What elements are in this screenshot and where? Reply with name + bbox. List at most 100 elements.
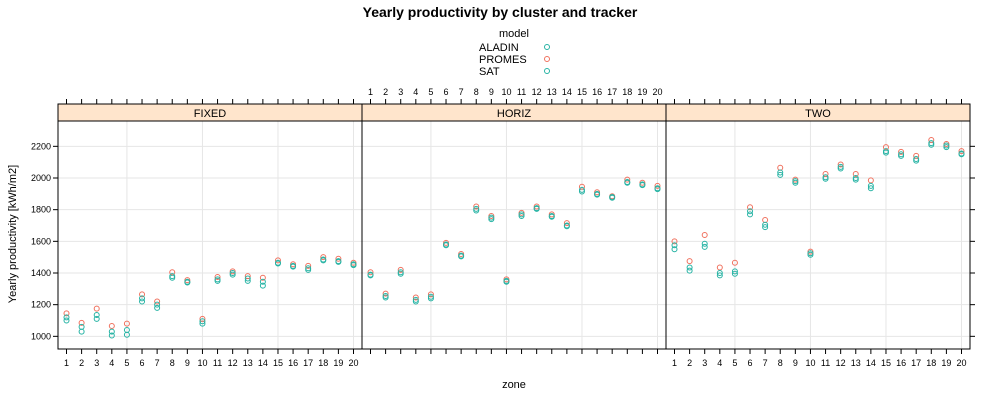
point-two-sat — [867, 182, 874, 189]
x-tick-label: 1 — [64, 358, 69, 368]
point-fixed-sat — [78, 323, 85, 330]
point-horiz-sat — [624, 178, 631, 185]
y-tick-label: 1000 — [31, 331, 51, 341]
x-tick-label: 9 — [489, 87, 494, 97]
x-tick-label: 19 — [637, 87, 647, 97]
point-horiz-promes — [427, 291, 434, 298]
chart-title: Yearly productivity by cluster and track… — [363, 4, 638, 20]
point-two-promes — [747, 204, 754, 211]
x-tick-label: 14 — [258, 358, 268, 368]
point-horiz-promes — [412, 294, 419, 301]
point-two-aladin — [747, 211, 754, 218]
x-tick-label: 3 — [398, 87, 403, 97]
x-tick-label: 20 — [652, 87, 662, 97]
point-horiz-sat — [488, 214, 495, 221]
x-tick-label: 15 — [881, 358, 891, 368]
strip-label-horiz: HORIZ — [497, 108, 532, 120]
strip-label-two: TWO — [805, 108, 831, 120]
point-fixed-sat — [108, 328, 115, 335]
legend-label-sat: SAT — [479, 66, 500, 78]
x-tick-label: 11 — [213, 358, 222, 368]
point-horiz-sat — [443, 241, 450, 248]
point-two-promes — [928, 137, 935, 143]
point-two-aladin — [716, 272, 723, 279]
point-two-aladin — [686, 267, 693, 274]
y-tick-label: 1200 — [31, 300, 51, 310]
point-two-sat — [731, 268, 738, 275]
x-tick-label: 12 — [228, 358, 238, 368]
point-horiz-sat — [578, 186, 585, 193]
point-two-aladin — [671, 246, 678, 253]
x-tick-label: 17 — [911, 358, 921, 368]
y-tick-label: 1800 — [31, 205, 51, 215]
point-horiz-promes — [473, 203, 480, 210]
point-horiz-sat — [458, 252, 465, 259]
point-fixed-sat — [274, 259, 281, 266]
point-horiz-sat — [654, 185, 661, 192]
point-two-promes — [958, 148, 965, 155]
x-tick-label: 13 — [243, 358, 253, 368]
point-horiz-sat — [473, 205, 480, 212]
point-two-promes — [913, 152, 920, 159]
x-tick-label: 16 — [288, 358, 298, 368]
panel-frame-fixed — [57, 120, 363, 350]
legend: model ALADIN PROMES SAT — [479, 28, 550, 78]
point-two-aladin — [867, 185, 874, 192]
point-fixed-sat — [320, 256, 327, 263]
point-fixed-promes — [154, 298, 161, 305]
x-tick-label: 16 — [896, 358, 906, 368]
point-horiz-sat — [382, 292, 389, 299]
x-tick-label: 15 — [273, 358, 283, 368]
point-two-promes — [716, 264, 723, 271]
x-tick-label: 9 — [185, 358, 190, 368]
point-fixed-sat — [244, 275, 251, 282]
point-fixed-aladin — [139, 298, 146, 305]
x-tick-label: 10 — [805, 358, 815, 368]
point-horiz-promes — [624, 176, 631, 183]
point-two-promes — [731, 259, 738, 266]
point-two-sat — [943, 142, 950, 149]
legend-marker-aladin — [544, 44, 550, 50]
panel-frame-two — [665, 120, 971, 350]
x-tick-label: 6 — [748, 358, 753, 368]
x-tick-label: 12 — [532, 87, 542, 97]
point-two-promes — [852, 171, 859, 178]
point-fixed-aladin — [93, 315, 100, 322]
x-tick-label: 7 — [155, 358, 160, 368]
x-tick-label: 2 — [687, 358, 692, 368]
point-two-sat — [671, 242, 678, 249]
x-tick-label: 19 — [941, 358, 951, 368]
x-axis-label: zone — [502, 379, 526, 391]
point-horiz-promes — [654, 182, 661, 189]
x-tick-label: 1 — [672, 358, 677, 368]
point-fixed-promes — [93, 305, 100, 312]
point-two-sat — [686, 264, 693, 271]
x-tick-label: 3 — [702, 358, 707, 368]
x-tick-label: 2 — [79, 358, 84, 368]
x-tick-label: 4 — [109, 358, 114, 368]
point-two-promes — [837, 161, 844, 168]
point-two-sat — [762, 221, 769, 228]
point-fixed-sat — [229, 270, 236, 276]
point-two-sat — [807, 250, 814, 257]
legend-label-promes: PROMES — [479, 54, 527, 66]
x-tick-label: 20 — [956, 358, 966, 368]
point-two-promes — [822, 171, 829, 178]
point-fixed-sat — [259, 278, 266, 285]
x-tick-label: 10 — [197, 358, 207, 368]
y-tick-label: 1600 — [31, 236, 51, 246]
x-tick-label: 17 — [303, 358, 313, 368]
point-two-promes — [686, 258, 693, 265]
point-fixed-sat — [305, 265, 312, 272]
x-tick-label: 12 — [836, 358, 846, 368]
point-two-aladin — [777, 171, 784, 178]
x-tick-label: 13 — [851, 358, 861, 368]
point-fixed-sat — [214, 276, 221, 283]
point-horiz-sat — [503, 277, 510, 284]
x-tick-label: 5 — [428, 87, 433, 97]
point-horiz-promes — [563, 220, 570, 227]
point-horiz-sat — [609, 194, 616, 200]
x-tick-label: 7 — [459, 87, 464, 97]
